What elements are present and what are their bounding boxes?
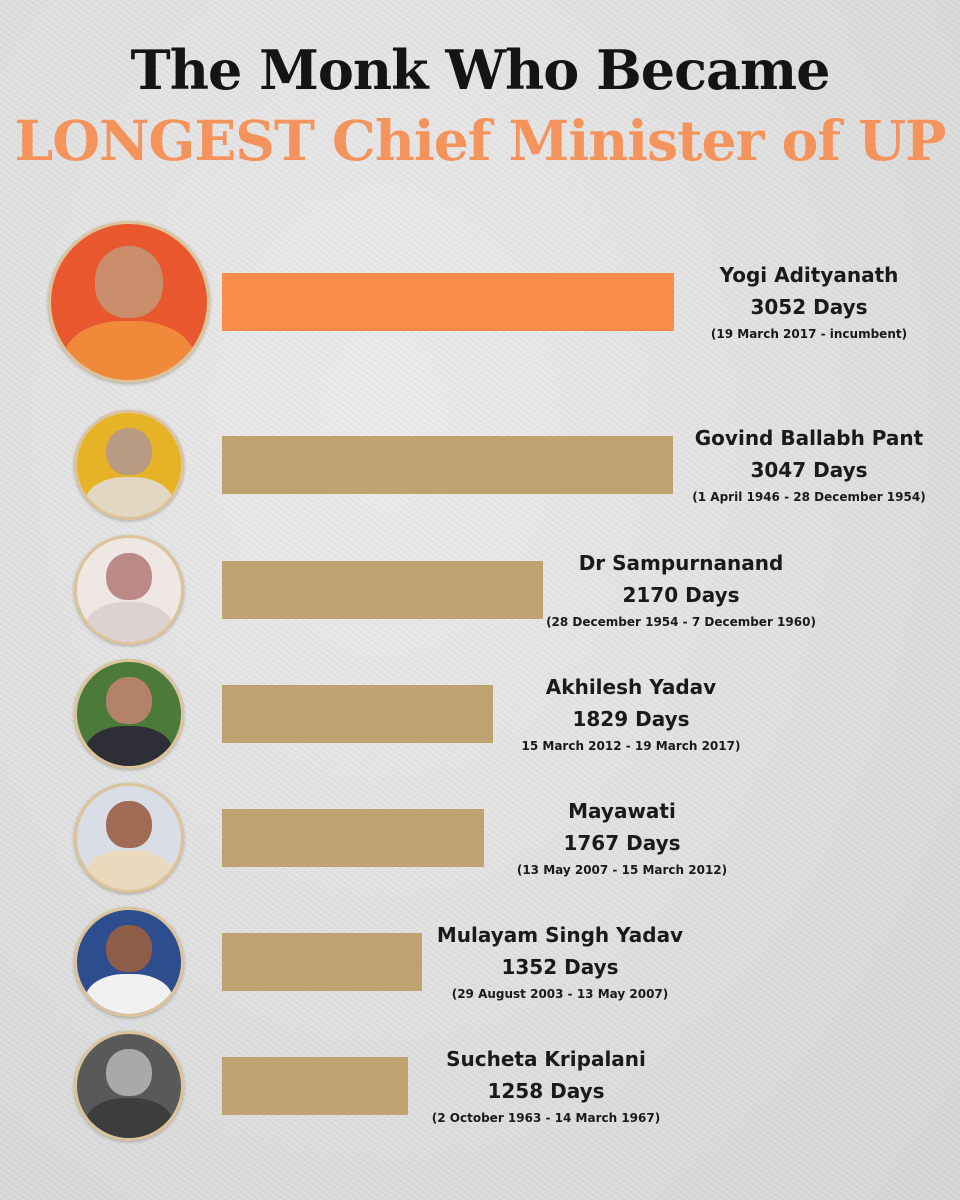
name-label: Govind Ballabh Pant xyxy=(694,426,924,450)
bar-govind-ballabh-pant xyxy=(222,436,673,494)
govind-ballabh-pant-photo-icon xyxy=(74,410,184,520)
days-label: 3052 Days xyxy=(750,295,868,319)
label-group: Mayawati 1767 Days (13 May 2007 - 15 Mar… xyxy=(477,795,767,881)
tenure-dates: (29 August 2003 - 13 May 2007) xyxy=(451,987,669,1001)
tenure-dates: 15 March 2012 - 19 March 2017) xyxy=(521,739,741,753)
tenure-dates: (13 May 2007 - 15 March 2012) xyxy=(516,863,728,877)
days-label: 1352 Days xyxy=(501,955,619,979)
bar-yogi-adityanath xyxy=(222,273,674,331)
mulayam-singh-yadav-photo-icon xyxy=(74,907,184,1017)
days-label: 1767 Days xyxy=(563,831,681,855)
title-line-2: LONGEST Chief Minister of UP xyxy=(14,108,947,173)
sucheta-kripalani-photo-icon xyxy=(74,1031,184,1141)
tenure-dates: (28 December 1954 - 7 December 1960) xyxy=(546,615,816,629)
label-group: Mulayam Singh Yadav 1352 Days (29 August… xyxy=(415,919,705,1005)
label-group: Sucheta Kripalani 1258 Days (2 October 1… xyxy=(401,1043,691,1129)
name-label: Mayawati xyxy=(568,799,676,823)
bar-sucheta-kripalani xyxy=(222,1057,408,1115)
name-label: Dr Sampurnanand xyxy=(578,551,784,575)
title-line-1: The Monk Who Became xyxy=(130,38,831,102)
name-label: Mulayam Singh Yadav xyxy=(436,923,684,947)
tenure-dates: (19 March 2017 - incumbent) xyxy=(710,327,908,341)
name-label: Yogi Adityanath xyxy=(719,263,899,287)
yogi-adityanath-photo-icon xyxy=(48,221,210,383)
days-label: 2170 Days xyxy=(622,583,740,607)
tenure-dates: (1 April 1946 - 28 December 1954) xyxy=(692,490,926,504)
name-label: Akhilesh Yadav xyxy=(545,675,717,699)
bar-sampurnanand xyxy=(222,561,543,619)
label-group: Akhilesh Yadav 1829 Days 15 March 2012 -… xyxy=(486,671,776,757)
bar-mulayam-singh-yadav xyxy=(222,933,422,991)
days-label: 3047 Days xyxy=(750,458,868,482)
sampurnanand-photo-icon xyxy=(74,535,184,645)
days-label: 1258 Days xyxy=(487,1079,605,1103)
label-group: Yogi Adityanath 3052 Days (19 March 2017… xyxy=(664,259,954,345)
bar-mayawati xyxy=(222,809,484,867)
days-label: 1829 Days xyxy=(572,707,690,731)
bar-akhilesh-yadav xyxy=(222,685,493,743)
mayawati-photo-icon xyxy=(74,783,184,893)
name-label: Sucheta Kripalani xyxy=(446,1047,646,1071)
label-group: Govind Ballabh Pant 3047 Days (1 April 1… xyxy=(664,422,954,508)
label-group: Dr Sampurnanand 2170 Days (28 December 1… xyxy=(536,547,826,633)
akhilesh-yadav-photo-icon xyxy=(74,659,184,769)
tenure-dates: (2 October 1963 - 14 March 1967) xyxy=(431,1111,661,1125)
